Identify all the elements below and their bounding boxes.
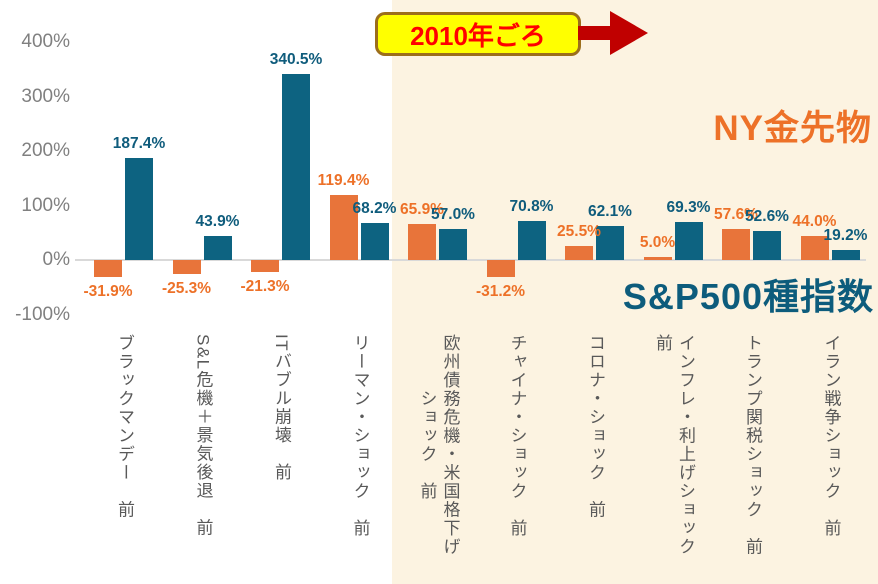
category-label-text: ブラックマンデー 前	[114, 334, 134, 519]
y-axis-tick-label: 0%	[42, 249, 70, 270]
bar-sp500-index	[203, 236, 232, 260]
category-label-text: リーマン・ショック 前	[350, 334, 370, 538]
bar-sp500-index	[753, 231, 781, 260]
category-label: ITバブル崩壊 前	[221, 334, 341, 582]
bar-sp500-index	[674, 222, 703, 260]
series-title-sp500-index: S&P500種指数	[622, 276, 874, 317]
category-label-text: 欧州債務危機・米国格下げ ショック 前	[417, 334, 460, 556]
bar-sp500-index	[360, 222, 389, 260]
value-label: 119.4%	[317, 171, 370, 189]
bar-sp500-index	[125, 157, 153, 260]
bar-sp500-index	[517, 221, 546, 260]
category-label: コロナ・ショック 前	[535, 334, 655, 582]
bar-ny-gold-futures	[486, 260, 515, 277]
category-label: S&L危機＋景気後退 前	[142, 334, 262, 582]
category-label-text: ITバブル崩壊 前	[271, 334, 291, 482]
category-label-text: チャイナ・ショック 前	[507, 334, 527, 538]
value-label: 44.0%	[792, 213, 837, 231]
callout-box-2010: 2010年ごろ	[375, 12, 581, 56]
bar-ny-gold-futures	[251, 260, 279, 272]
category-label: ブラックマンデー 前	[64, 334, 184, 582]
bar-ny-gold-futures	[94, 260, 122, 278]
bar-ny-gold-futures	[565, 246, 593, 260]
value-label: -31.9%	[83, 283, 133, 301]
value-label: 57.0%	[431, 205, 475, 223]
value-label: 52.6%	[745, 208, 789, 226]
bar-sp500-index	[282, 74, 310, 260]
category-label: インフレ・利上げショック 前	[613, 334, 733, 582]
bar-ny-gold-futures	[172, 260, 201, 274]
category-label: リーマン・ショック 前	[299, 334, 419, 582]
category-label: 欧州債務危機・米国格下げ ショック 前	[378, 334, 498, 582]
bar-sp500-index	[831, 249, 860, 260]
highlight-panel-2010-onward	[392, 0, 878, 584]
y-axis-tick-label: 200%	[21, 140, 70, 161]
value-label: 43.9%	[195, 213, 240, 231]
bar-ny-gold-futures	[722, 228, 750, 260]
value-label: 57.6%	[714, 205, 758, 223]
category-label-text: インフレ・利上げショック 前	[653, 334, 695, 575]
category-label: イラン戦争ショック 前	[770, 334, 878, 582]
category-label-text: トランプ関税ショック 前	[742, 334, 762, 556]
value-label: 65.9%	[400, 201, 444, 219]
value-label: 340.5%	[269, 51, 323, 69]
value-label: -21.3%	[240, 277, 290, 295]
y-axis-tick-label: -100%	[15, 303, 70, 325]
value-label: 62.1%	[588, 203, 632, 221]
zero-axis-line	[75, 259, 866, 261]
bar-sp500-index	[439, 228, 467, 260]
category-label: チャイナ・ショック 前	[456, 334, 576, 582]
category-label-text: イラン戦争ショック 前	[821, 334, 841, 538]
bar-ny-gold-futures	[800, 236, 829, 260]
bar-ny-gold-futures	[408, 224, 436, 260]
bar-ny-gold-futures	[643, 257, 672, 260]
value-label: 68.2%	[352, 199, 397, 217]
value-label: 5.0%	[639, 234, 676, 252]
callout-text: 2010年ごろ	[410, 20, 546, 51]
value-label: 187.4%	[112, 134, 166, 152]
bar-ny-gold-futures	[329, 194, 358, 260]
category-label-text: S&L危機＋景気後退 前	[193, 334, 213, 538]
value-label: 70.8%	[509, 198, 554, 216]
y-axis-tick-label: 400%	[21, 31, 70, 52]
value-label: -25.3%	[161, 279, 212, 297]
bar-sp500-index	[596, 226, 624, 260]
value-label: -31.2%	[475, 283, 526, 300]
category-label: トランプ関税ショック 前	[692, 334, 812, 582]
category-label-text: コロナ・ショック 前	[585, 334, 605, 519]
y-axis-tick-label: 300%	[21, 85, 70, 107]
value-label: 19.2%	[823, 226, 868, 244]
series-title-ny-gold-futures: NY金先物	[713, 109, 872, 148]
right-arrow-head-icon	[610, 11, 648, 55]
value-label: 69.3%	[666, 199, 711, 217]
right-arrow-icon	[578, 26, 612, 40]
value-label: 25.5%	[557, 223, 601, 241]
y-axis-tick-label: 100%	[21, 194, 70, 216]
